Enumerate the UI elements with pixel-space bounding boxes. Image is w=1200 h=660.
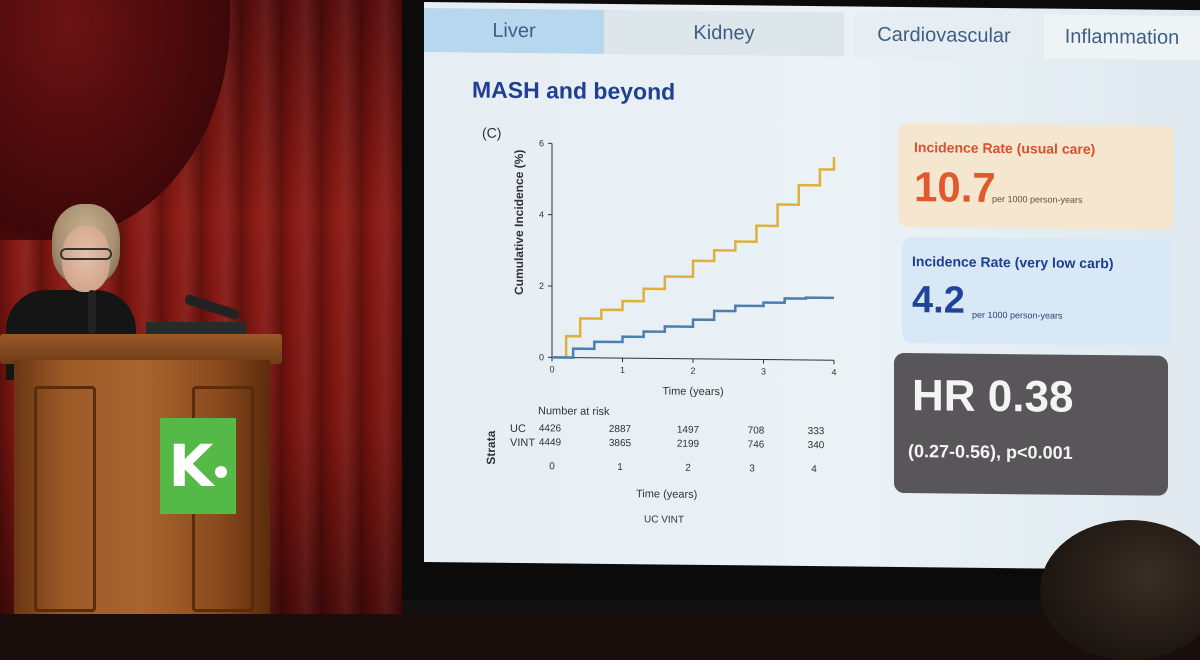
vint-at-risk-cell: 746 [736,439,776,450]
x-tick-label: 1 [620,365,625,375]
hazard-ratio-ci: (0.27-0.56), p<0.001 [908,441,1073,464]
slide-title: MASH and beyond [472,77,675,106]
uc-at-risk-cell: 2887 [600,424,640,435]
y-tick-label: 2 [539,281,544,291]
hazard-ratio-value: HR 0.38 [912,371,1073,423]
number-at-risk-title: Number at risk [538,405,610,418]
presentation-slide: Liver Kidney Cardiovascular Inflammation… [424,2,1200,570]
series-line-uc [552,154,834,360]
incidence-chart: 0 2 4 6 0 1 2 3 4 Time (years) [514,131,844,424]
x-tick-label: 0 [549,364,554,374]
logo-dot-icon [215,466,227,478]
vint-at-risk-cell: 3865 [600,438,640,449]
risk-x-axis-label: Time (years) [636,488,697,501]
panel-label: (C) [482,125,501,141]
usual-care-rate-value: 10.7 [914,163,996,212]
vint-at-risk-cell: 340 [796,440,836,451]
tab-cardiovascular: Cardiovascular [854,13,1034,59]
strata-label: Strata [484,431,498,465]
hazard-ratio-card: HR 0.38 (0.27-0.56), p<0.001 [894,353,1168,496]
usual-care-rate-title: Incidence Rate (usual care) [914,139,1095,157]
risk-x-tick: 2 [678,463,698,474]
audience-head [1040,520,1200,660]
y-tick-label: 6 [539,138,544,148]
tab-inflammation: Inflammation [1044,14,1200,60]
chart-legend: UC VINT [644,514,684,525]
very-low-carb-rate-title: Incidence Rate (very low carb) [912,253,1114,271]
x-axis-label: Time (years) [662,385,723,398]
very-low-carb-rate-value: 4.2 [912,279,965,323]
risk-x-tick: 3 [742,463,762,474]
risk-x-tick: 4 [804,464,824,475]
podium-panel [34,386,96,612]
tab-kidney: Kidney [604,10,844,57]
y-tick-label: 0 [539,352,544,362]
risk-x-tick: 0 [542,461,562,472]
uc-at-risk-cell: 708 [736,425,776,436]
very-low-carb-rate-card: Incidence Rate (very low carb) 4.2 per 1… [902,237,1172,346]
y-tick-label: 4 [539,210,544,220]
podium-logo: K [160,418,236,514]
uc-at-risk-cell: 333 [796,426,836,437]
uc-row-label: UC [510,423,526,435]
very-low-carb-rate-unit: per 1000 person-years [972,310,1063,321]
uc-at-risk-cell: 4426 [530,423,570,434]
glasses-icon [60,248,112,260]
uc-at-risk-cell: 1497 [668,425,708,436]
vint-at-risk-cell: 2199 [668,439,708,450]
vint-at-risk-cell: 4449 [530,437,570,448]
x-tick-label: 4 [831,367,836,377]
x-tick-label: 2 [690,366,695,376]
podium-logo-letter: K [169,432,214,500]
usual-care-rate-card: Incidence Rate (usual care) 10.7 per 100… [898,123,1174,230]
series-line-vint [552,295,834,360]
risk-x-tick: 1 [610,462,630,473]
tab-liver: Liver [424,8,604,54]
microphone-icon [88,290,96,334]
usual-care-rate-unit: per 1000 person-years [992,194,1083,205]
x-tick-label: 3 [761,367,766,377]
